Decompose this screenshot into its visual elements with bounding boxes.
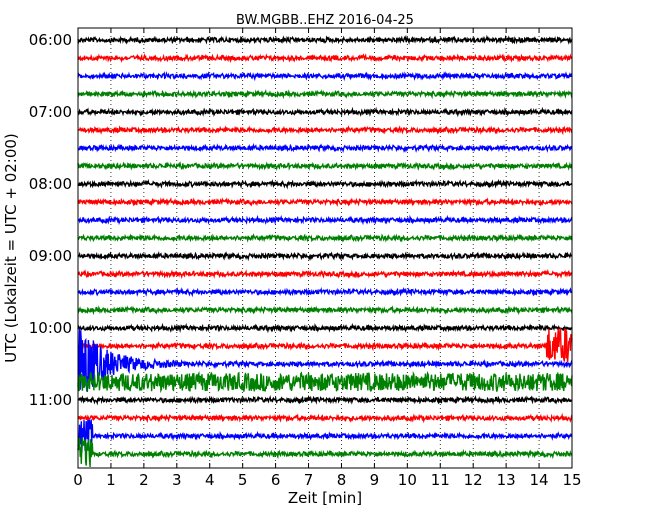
plot-frame [77,27,573,469]
trace-1000 [77,322,573,334]
trace-0830 [77,214,573,226]
trace-0845 [77,233,573,243]
trace-0745 [77,161,573,172]
x-tick-label: 1 [106,471,116,489]
x-tick-label: 13 [497,471,516,489]
trace-0930 [77,286,573,298]
chart-title: BW.MGBB..EHZ 2016-04-25 [236,13,414,28]
x-tick-label: 12 [464,471,483,489]
x-tick-label: 4 [205,471,215,489]
x-tick-label: 9 [370,471,380,489]
trace-1015 [77,328,573,363]
y-tick-label: 07:00 [29,103,72,121]
trace-0600 [77,34,573,45]
trace-0615 [77,53,573,64]
x-tick-label: 2 [139,471,149,489]
x-tick-label: 14 [530,471,549,489]
trace-0945 [77,305,573,316]
y-tick-label: 11:00 [29,391,72,409]
y-tick-label: 06:00 [29,31,72,49]
trace-0630 [77,70,573,82]
trace-1100 [77,394,573,406]
trace-0700 [77,106,573,118]
trace-0800 [77,178,573,190]
trace-1115 [77,412,573,424]
trace-0715 [77,125,573,136]
x-tick-label: 7 [304,471,314,489]
seismic-traces [77,34,573,468]
trace-0645 [77,89,573,100]
trace-0815 [77,197,573,208]
trace-1130 [77,419,573,453]
x-tick-label: 0 [73,471,83,489]
grid-lines [110,28,540,468]
trace-0730 [77,142,573,154]
trace-1045 [77,370,573,394]
x-tick-label: 10 [398,471,417,489]
x-tick-label: 8 [337,471,347,489]
x-tick-label: 3 [172,471,182,489]
trace-1145 [77,437,573,468]
x-tick-label: 5 [238,471,248,489]
trace-1030 [77,328,573,392]
y-tick-label: 10:00 [29,319,72,337]
y-tick-label: 08:00 [29,175,72,193]
y-axis-label: UTC (Lokalzeit = UTC + 02:00) [2,133,20,363]
trace-0915 [77,268,573,280]
x-tick-label: 6 [271,471,281,489]
x-axis-label: Zeit [min] [288,489,362,507]
axis-ticks: 0 1 2 3 4 5 6 7 8 9 10 11 12 13 14 1506:0007:0008:0009:… [29,28,582,489]
y-tick-label: 09:00 [29,247,72,265]
x-tick-label: 15 [562,471,581,489]
x-tick-label: 11 [431,471,450,489]
trace-0900 [77,251,573,262]
